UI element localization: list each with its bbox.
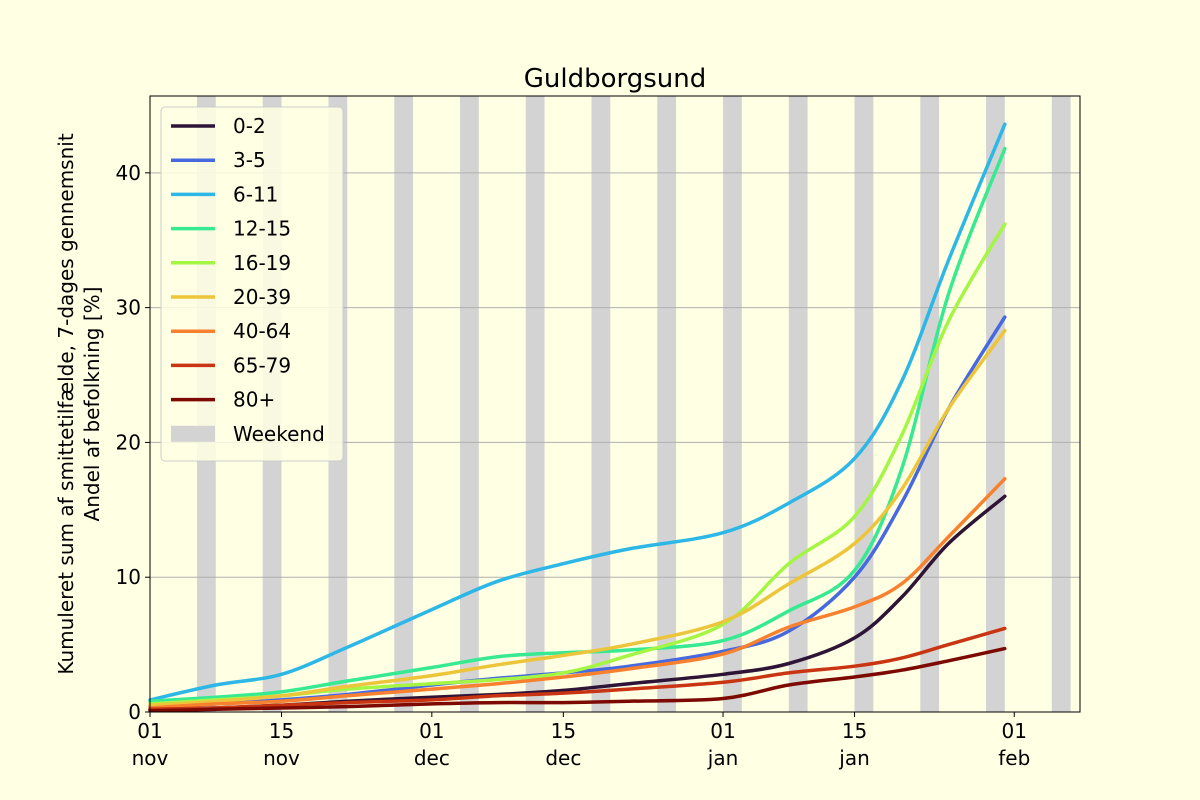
- weekend-band: [657, 96, 677, 712]
- series-line-6-11: [148, 122, 1007, 702]
- y-tick-label: 10: [116, 565, 141, 589]
- x-tick-label-day: 01: [1002, 719, 1027, 743]
- legend-label-40-64: 40-64: [233, 319, 291, 343]
- legend-label-weekend: Weekend: [233, 422, 325, 446]
- chart-title: Guldborgsund: [524, 64, 707, 94]
- legend: 0-2 3-5 6-11 12-15 16-19 20-39 40-64 65-79 80+ We…: [160, 106, 344, 462]
- weekend-band: [723, 96, 742, 712]
- legend-label-3-5: 3-5: [233, 148, 266, 172]
- legend-label-80+: 80+: [233, 388, 275, 412]
- x-tick-label-month: jan: [707, 746, 739, 770]
- y-tick-label: 30: [116, 296, 141, 320]
- series-line-12-15: [148, 146, 1007, 703]
- x-tick-label-day: 01: [419, 719, 444, 743]
- plot-frame: [149, 95, 1081, 713]
- y-axis-label-line-1: Kumuleret sum af smittetilfælde, 7-dages…: [54, 133, 78, 675]
- legend-label-0-2: 0-2: [233, 114, 266, 138]
- legend-swatch-weekend: [171, 425, 215, 442]
- legend-label-16-19: 16-19: [233, 251, 291, 275]
- series-line-80+: [148, 646, 1007, 713]
- y-tick-label: 20: [116, 430, 141, 454]
- weekend-band: [920, 96, 940, 712]
- y-tick-label: 0: [128, 700, 141, 724]
- y-axis-ticks: 0 10 20 30 40: [116, 161, 150, 724]
- weekend-band: [394, 96, 414, 712]
- x-tick-label-day: 15: [551, 719, 576, 743]
- series-line-20-39: [148, 328, 1007, 708]
- y-tick-label: 40: [116, 161, 141, 185]
- series-line-40-64: [148, 477, 1007, 710]
- x-tick-label-day: 01: [137, 719, 162, 743]
- weekend-bands: [196, 96, 1071, 712]
- legend-label-12-15: 12-15: [233, 217, 291, 241]
- weekend-band: [460, 96, 479, 712]
- x-tick-label-month: feb: [998, 746, 1030, 770]
- x-tick-label-month: dec: [545, 746, 581, 770]
- weekend-band: [1051, 96, 1071, 712]
- x-tick-label-month: nov: [132, 746, 169, 770]
- x-axis-ticks: 01 nov 15 nov 01 dec 15 dec 01 jan 15 jan 01 feb: [132, 712, 1030, 770]
- x-tick-label-day: 01: [710, 719, 735, 743]
- x-tick-label-day: 15: [269, 719, 294, 743]
- legend-label-20-39: 20-39: [233, 285, 291, 309]
- x-tick-label-month: dec: [414, 746, 450, 770]
- legend-label-65-79: 65-79: [233, 353, 291, 377]
- weekend-band: [525, 96, 545, 712]
- series-lines: [148, 122, 1007, 713]
- y-axis-label-line-2: Andel af befolkning [%]: [80, 287, 104, 522]
- series-line-65-79: [148, 626, 1007, 712]
- legend-label-6-11: 6-11: [233, 182, 278, 206]
- x-tick-label-month: jan: [838, 746, 870, 770]
- x-tick-label-month: nov: [263, 746, 300, 770]
- weekend-band: [854, 96, 874, 712]
- x-tick-label-day: 15: [842, 719, 867, 743]
- weekend-band: [591, 96, 611, 712]
